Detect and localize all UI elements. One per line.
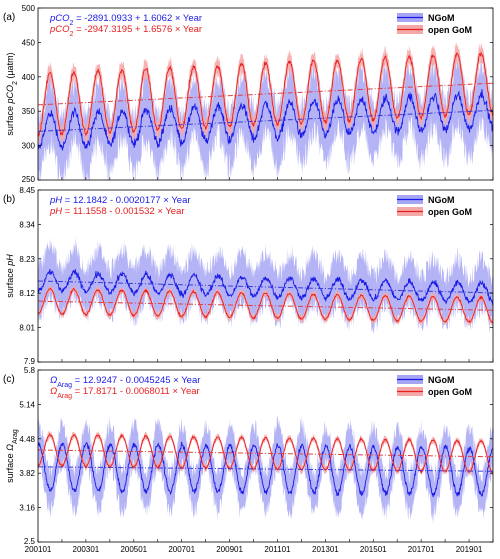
y-tick-label: 8.01 bbox=[19, 324, 35, 333]
y-tick-label: 400 bbox=[22, 73, 36, 82]
y-tick-label: 250 bbox=[22, 175, 36, 184]
trend-line-open-gom bbox=[38, 449, 493, 458]
y-axis-label: surface ΩArag bbox=[5, 429, 19, 483]
y-axis-label: surface pCO2 (µatm) bbox=[5, 52, 19, 135]
equation-expr: = -2947.3195 + 1.6576 × Year bbox=[73, 24, 202, 35]
x-tick-label: 200301 bbox=[73, 545, 100, 554]
y-tick-label: 2.5 bbox=[24, 537, 36, 546]
legend-label-ngom: NGoM bbox=[428, 375, 455, 385]
equation-expr: = 12.1842 - 0.0020177 × Year bbox=[62, 195, 190, 206]
y-tick-label: 450 bbox=[22, 38, 36, 47]
panel-2: 7.9 8.01 8.12 8.23 8.34 8.45 surface pH (b) pH =… bbox=[3, 186, 494, 366]
x-tick-label: 200901 bbox=[216, 545, 243, 554]
equation-ngom: pH = 12.1842 - 0.0020177 × Year bbox=[49, 195, 191, 206]
trend-line-ngom bbox=[38, 109, 493, 132]
equation-sub: 2 bbox=[70, 31, 74, 38]
y-axis-label-unit: (µatm) bbox=[5, 52, 15, 81]
axes-frame bbox=[37, 189, 494, 363]
equation-var: pCO bbox=[49, 13, 70, 24]
panel-label: (b) bbox=[3, 194, 15, 205]
y-axis-label-var: pCO bbox=[5, 85, 15, 105]
y-tick-label: 8.45 bbox=[19, 186, 35, 195]
y-tick-label: 3.16 bbox=[19, 504, 35, 513]
trend-line-ngom bbox=[38, 280, 493, 294]
legend-label-ngom: NGoM bbox=[428, 195, 455, 205]
legend-label-open-gom: open GoM bbox=[428, 25, 472, 35]
y-axis-label: surface pH bbox=[5, 254, 15, 298]
y-axis-label-var: pH bbox=[5, 254, 15, 267]
equation-expr: = -2891.0933 + 1.6062 × Year bbox=[73, 13, 202, 24]
panel-label: (a) bbox=[3, 12, 15, 23]
plot-area bbox=[38, 235, 493, 334]
equation-sub: Arag bbox=[57, 393, 72, 400]
equation-expr: = 11.1558 - 0.001532 × Year bbox=[62, 206, 184, 217]
panel-3: 2.5 3.16 3.82 4.48 5.14 5.8 200101 200301 200501… bbox=[3, 366, 494, 554]
equation-open-gom: ΩArag = 17.8171 - 0.0068011 × Year bbox=[50, 386, 200, 400]
band-ngom bbox=[38, 51, 493, 180]
y-tick-label: 8.23 bbox=[19, 255, 35, 264]
equation-var: Ω bbox=[50, 375, 57, 386]
x-tick-label: 201101 bbox=[264, 545, 291, 554]
x-tick-label: 201501 bbox=[360, 545, 387, 554]
x-tick-label: 200701 bbox=[168, 545, 195, 554]
axes-frame bbox=[37, 369, 494, 543]
y-tick-label: 3.82 bbox=[19, 469, 35, 478]
y-axis-label-main: surface bbox=[5, 104, 15, 136]
x-tick-label: 200501 bbox=[120, 545, 147, 554]
plot-area bbox=[38, 415, 493, 525]
equation-var: pCO bbox=[49, 24, 70, 35]
equation-ngom: pCO2 = -2891.0933 + 1.6062 × Year bbox=[49, 13, 202, 27]
equation-sub: Arag bbox=[57, 382, 72, 389]
band-open-gom bbox=[38, 430, 493, 477]
trend-line-open-gom bbox=[38, 300, 493, 311]
x-tick-label: 201901 bbox=[456, 545, 483, 554]
y-axis-label-var: Ω bbox=[5, 444, 15, 451]
equation-var: pH bbox=[49, 195, 62, 206]
equation-open-gom: pCO2 = -2947.3195 + 1.6576 × Year bbox=[49, 24, 202, 38]
y-tick-label: 8.34 bbox=[19, 220, 35, 229]
x-tick-label: 201701 bbox=[408, 545, 435, 554]
series-line-open-gom bbox=[38, 287, 493, 324]
equation-var: pH bbox=[49, 206, 62, 217]
series-line-open-gom bbox=[38, 433, 493, 474]
series-line-open-gom bbox=[38, 51, 493, 137]
legend-label-open-gom: open GoM bbox=[428, 387, 472, 397]
equation-var: Ω bbox=[50, 386, 57, 397]
axes-frame bbox=[37, 7, 494, 181]
equation-expr: = 12.9247 - 0.0045245 × Year bbox=[72, 375, 200, 386]
equation-sub: 2 bbox=[70, 20, 74, 27]
x-tick-label: 201301 bbox=[312, 545, 339, 554]
y-tick-label: 300 bbox=[22, 142, 36, 151]
y-axis-label-sub: 2 bbox=[12, 81, 19, 85]
y-tick-label: 8.12 bbox=[19, 289, 35, 298]
trend-line-ngom bbox=[38, 466, 493, 472]
equation-ngom: ΩArag = 12.9247 - 0.0045245 × Year bbox=[50, 375, 200, 389]
band-ngom bbox=[38, 235, 493, 334]
y-tick-label: 350 bbox=[22, 107, 36, 116]
band-ngom bbox=[38, 415, 493, 525]
y-tick-label: 5.8 bbox=[24, 366, 36, 375]
y-tick-label: 4.48 bbox=[19, 435, 35, 444]
equation-open-gom: pH = 11.1558 - 0.001532 × Year bbox=[49, 206, 185, 217]
panel-label: (c) bbox=[3, 374, 15, 385]
series-line-ngom bbox=[38, 89, 493, 151]
y-axis-label-sub: Arag bbox=[12, 429, 19, 444]
y-axis-label-main: surface bbox=[5, 266, 15, 298]
y-tick-label: 5.14 bbox=[19, 400, 35, 409]
trend-line-open-gom bbox=[38, 82, 493, 106]
series-line-ngom bbox=[38, 269, 493, 306]
legend-label-ngom: NGoM bbox=[428, 13, 455, 23]
equation-expr: = 17.8171 - 0.0068011 × Year bbox=[72, 386, 200, 397]
y-tick-label: 500 bbox=[22, 4, 36, 13]
y-axis-label-main: surface bbox=[5, 451, 15, 483]
plot-area bbox=[38, 41, 493, 180]
x-tick-label: 200101 bbox=[25, 545, 52, 554]
legend-label-open-gom: open GoM bbox=[428, 207, 472, 217]
y-tick-label: 7.9 bbox=[24, 357, 36, 366]
